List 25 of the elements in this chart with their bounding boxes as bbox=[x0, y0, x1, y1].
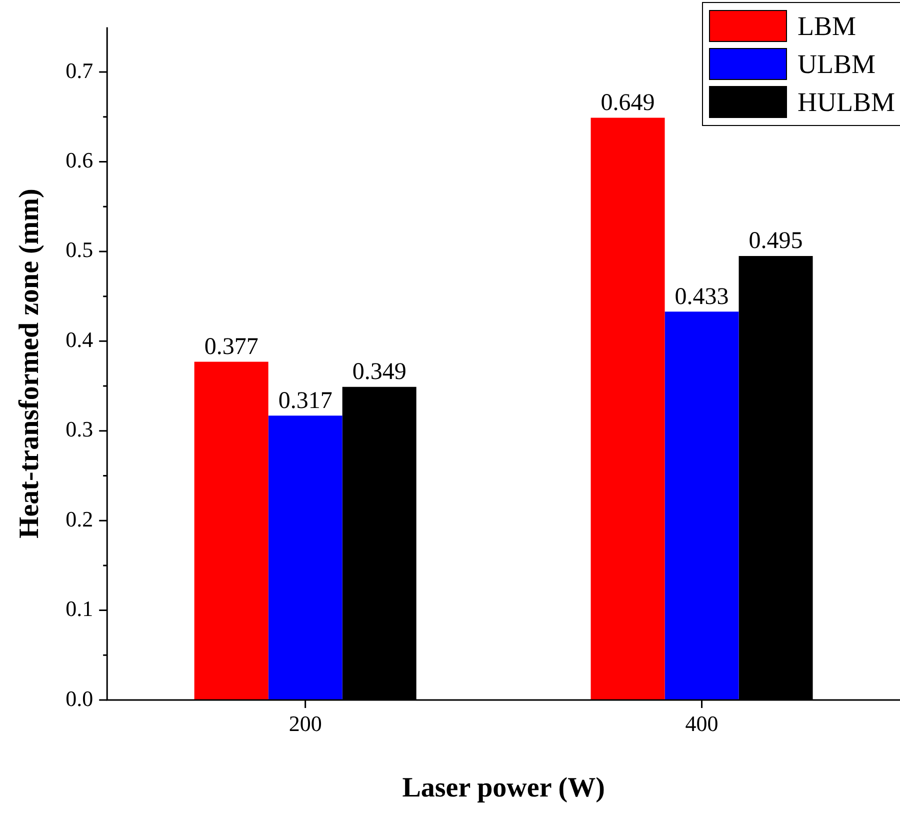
y-tick-label: 0.2 bbox=[66, 506, 94, 532]
data-label: 0.433 bbox=[674, 284, 729, 310]
x-tick-label: 200 bbox=[288, 710, 322, 736]
data-label: 0.649 bbox=[600, 90, 655, 116]
y-tick-label: 0.0 bbox=[66, 686, 94, 711]
data-label: 0.349 bbox=[352, 359, 406, 386]
data-label: 0.495 bbox=[748, 228, 803, 254]
y-tick-label: 0.5 bbox=[66, 237, 94, 262]
y-tick-label: 0.4 bbox=[66, 326, 94, 352]
y-axis-title: Heat-transformed zone (mm) bbox=[14, 188, 46, 539]
bar bbox=[664, 312, 739, 700]
y-tick-label: 0.1 bbox=[66, 596, 94, 622]
y-tick-label: 0.7 bbox=[66, 58, 94, 83]
x-axis-title: Laser power (W) bbox=[402, 772, 605, 804]
x-tick-label: 400 bbox=[685, 710, 718, 736]
data-label: 0.317 bbox=[278, 388, 332, 414]
bar bbox=[590, 118, 665, 700]
data-label: 0.377 bbox=[204, 334, 258, 360]
legend-label: ULBM bbox=[797, 48, 876, 80]
y-tick-label: 0.6 bbox=[66, 148, 94, 173]
bar bbox=[194, 362, 268, 700]
y-tick-label: 0.3 bbox=[66, 416, 94, 442]
legend-label: HULBM bbox=[797, 86, 895, 118]
legend-label: LBM bbox=[797, 10, 856, 42]
bar bbox=[268, 416, 342, 700]
